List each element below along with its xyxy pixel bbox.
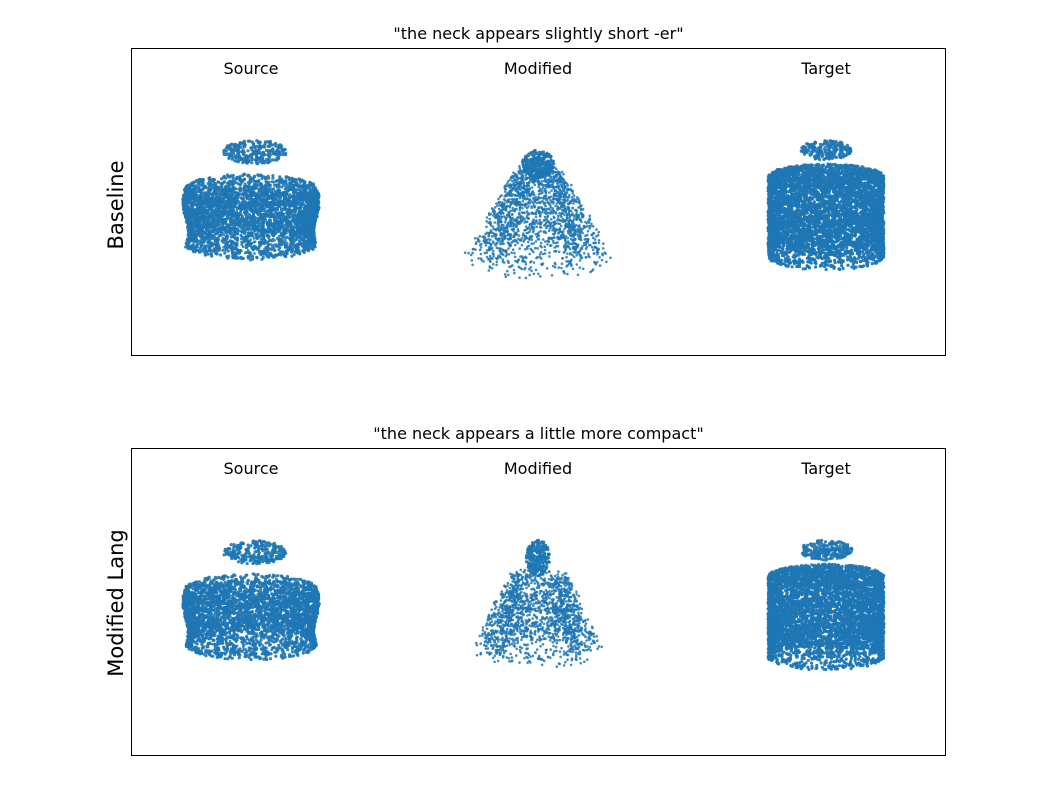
column-label-target: Target [801,459,851,478]
column-label-source: Source [224,459,279,478]
point-cloud-modified [474,538,604,668]
row-label: Modified Lang [104,529,128,677]
row-label: Baseline [104,160,128,249]
point-cloud-source [181,539,321,662]
column-label-target: Target [801,59,851,78]
point-cloud-target [766,139,886,272]
column-label-source: Source [224,59,279,78]
panel-title: "the neck appears a little more compact" [131,424,946,444]
panel-title: "the neck appears slightly short -er" [131,24,946,44]
column-label-modified: Modified [504,59,572,78]
point-cloud-modified [463,148,612,280]
point-cloud-source [181,139,321,262]
column-label-modified: Modified [504,459,572,478]
point-cloud-target [766,538,886,672]
